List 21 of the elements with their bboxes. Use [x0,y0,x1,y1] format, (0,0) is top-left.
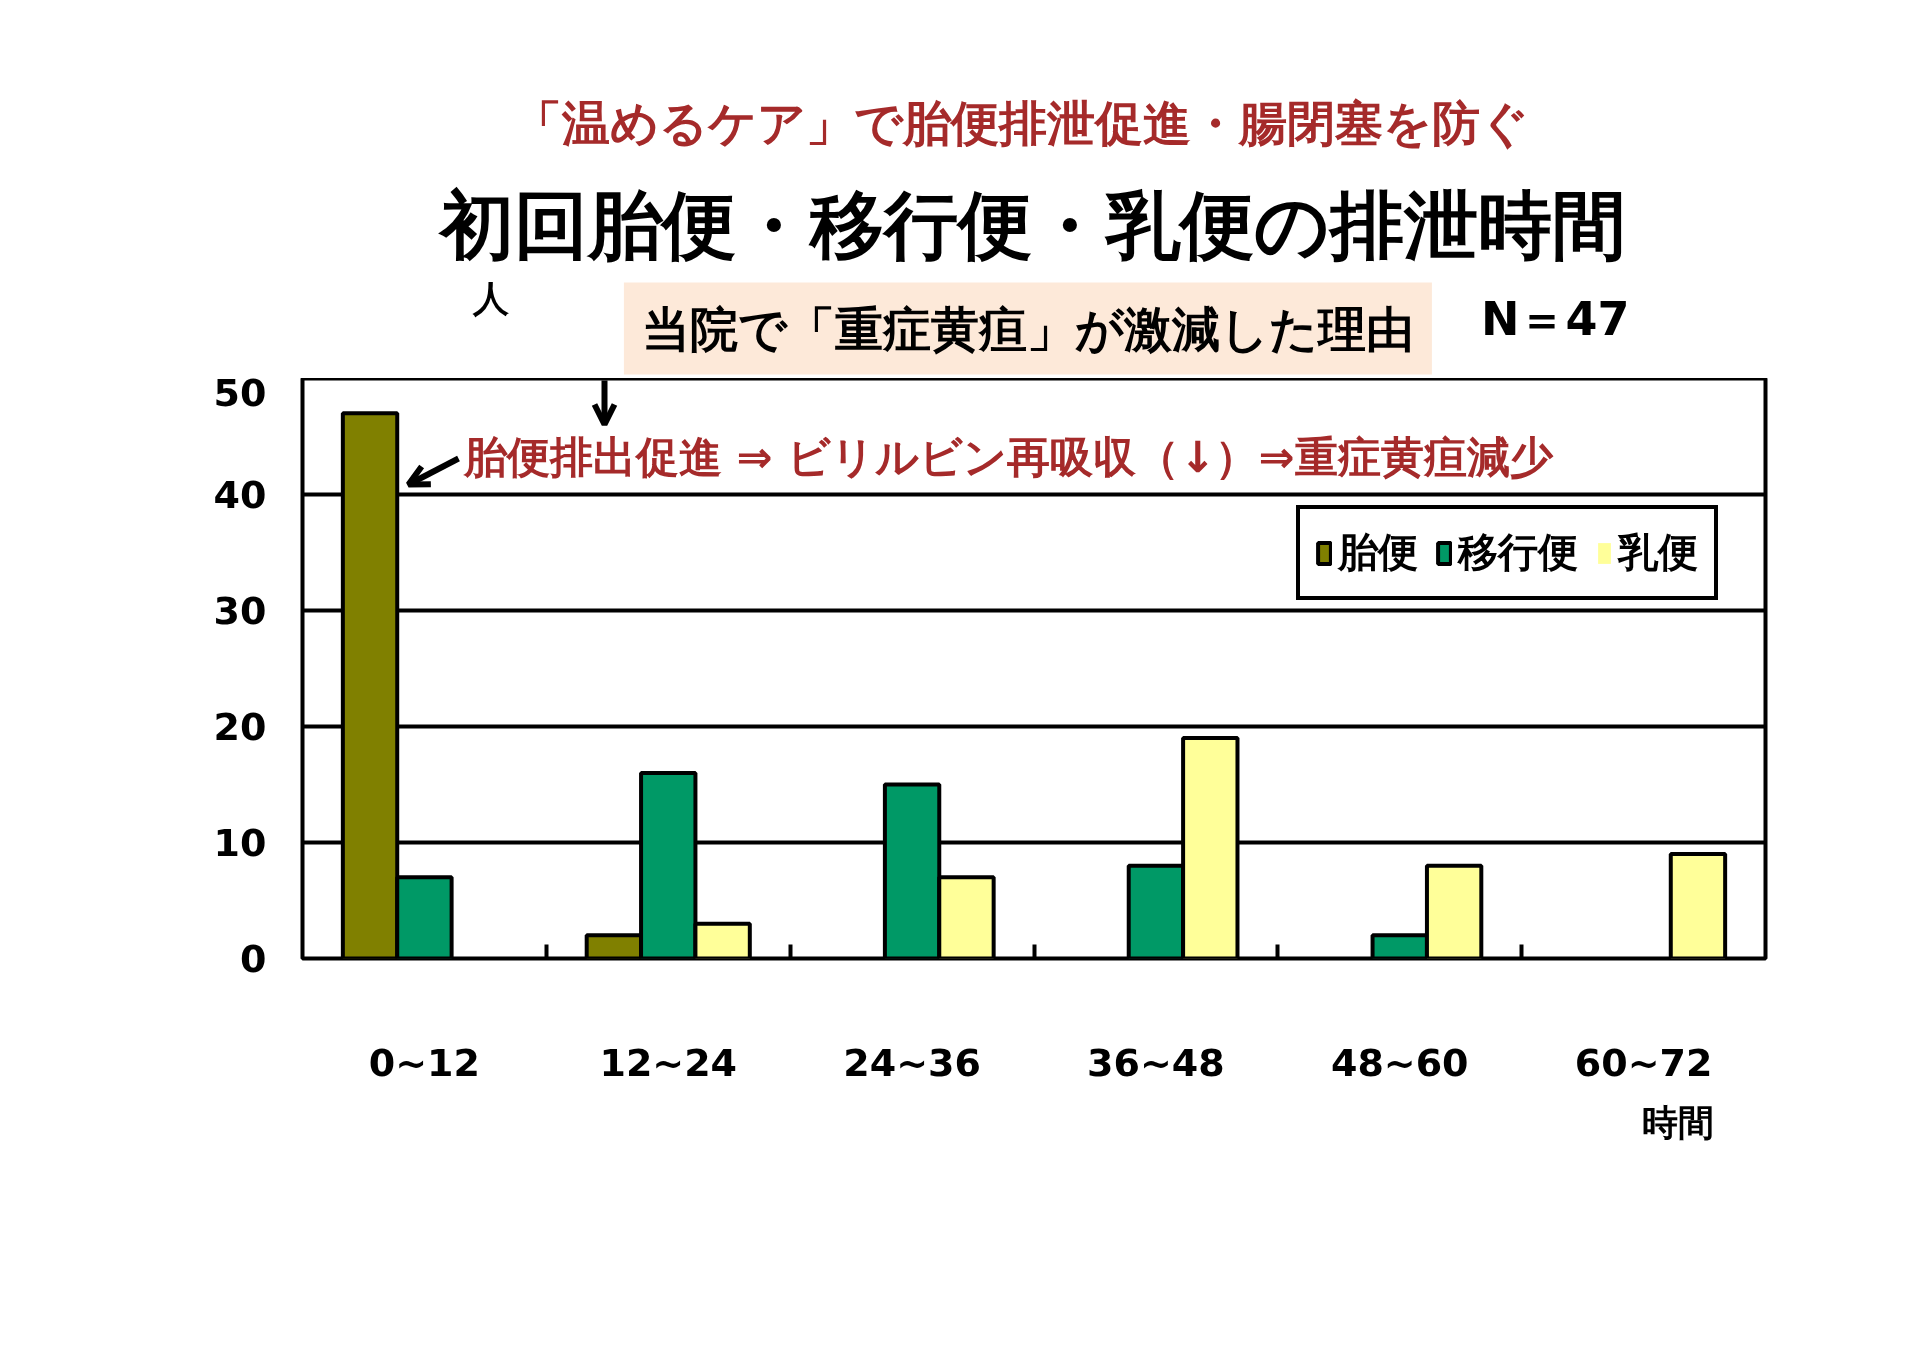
legend-label: 乳便 [1618,528,1698,577]
x-tick-label: 48~60 [1330,1040,1469,1085]
x-tick-label: 36~48 [1087,1040,1225,1085]
x-tick-label: 60~72 [1574,1040,1713,1085]
chart-subtitle: 「温めるケア」で胎便排泄促進・腸閉塞を防ぐ [513,94,1529,151]
x-tick-label: 0~12 [368,1040,481,1085]
x-axis-title: 時間 [1641,1101,1714,1143]
y-tick-label: 40 [213,473,267,517]
y-tick-label: 20 [213,705,267,749]
legend-label: 胎便 [1338,528,1418,577]
y-tick-label: 30 [213,589,267,633]
legend-label: 移行便 [1458,528,1578,577]
y-axis-title: 人 [471,278,509,319]
x-tick-label: 12~24 [599,1040,738,1085]
y-tick-label: 0 [240,937,267,981]
text: N＝47 [1480,291,1630,346]
y-tick-label: 10 [213,821,267,865]
annotation: 胎便排出促進 ⇒ ビリルビン再吸収（↓）⇒重症黄疸減少 [462,431,1554,482]
text: 当院で「重症黄疸」が激減した理由 [641,300,1414,357]
x-tick-label: 24~36 [843,1040,981,1085]
chart-title: 初回胎便・移行便・乳便の排泄時間 [438,181,1627,268]
